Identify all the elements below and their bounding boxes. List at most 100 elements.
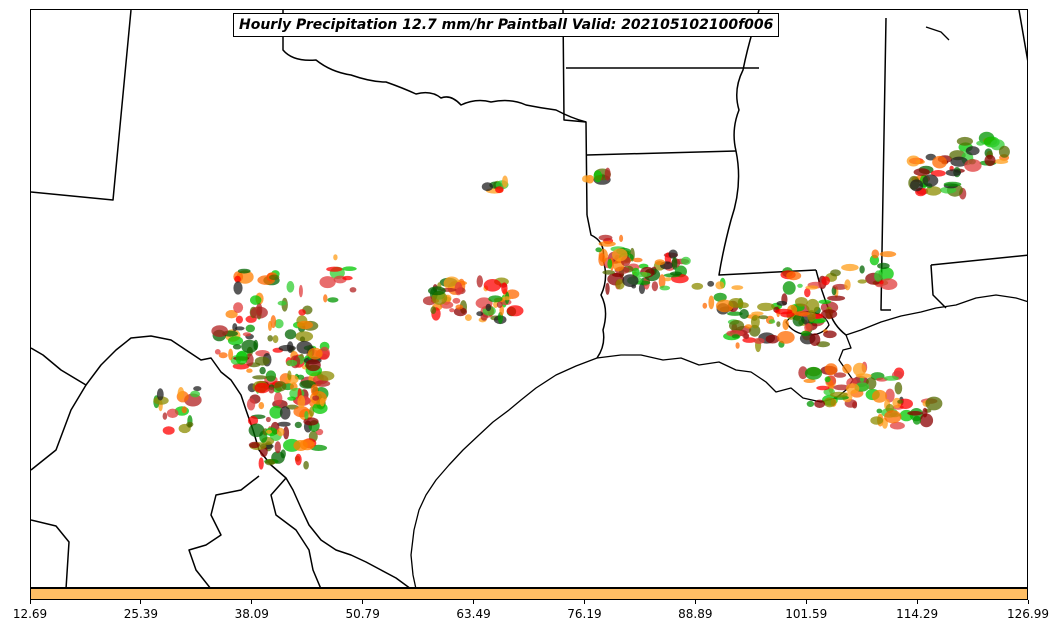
paintball-blob bbox=[874, 270, 883, 282]
paintball-blob bbox=[897, 399, 904, 404]
paintball-blob bbox=[821, 309, 838, 319]
paintball-blob bbox=[506, 305, 524, 317]
paintball-blob bbox=[681, 256, 691, 265]
paintball-blob bbox=[884, 410, 902, 424]
paintball-blob bbox=[310, 384, 319, 396]
paintball-blob bbox=[495, 186, 504, 194]
paintball-blob bbox=[298, 284, 303, 298]
paintball-blob bbox=[187, 423, 193, 428]
paintball-blob bbox=[663, 277, 672, 282]
paintball-blob bbox=[284, 329, 297, 340]
paintball-blob bbox=[804, 288, 811, 298]
paintball-blob bbox=[833, 384, 850, 391]
paintball-blob bbox=[246, 398, 256, 411]
paintball-blob bbox=[786, 271, 802, 281]
paintball-blob bbox=[925, 396, 943, 411]
paintball-blob bbox=[818, 299, 832, 304]
paintball-blob bbox=[913, 168, 930, 176]
paintball-blob bbox=[319, 346, 330, 360]
paintball-blob bbox=[234, 275, 241, 283]
paintball-blob bbox=[726, 330, 745, 337]
colorbar-tick-label: 76.19 bbox=[567, 607, 602, 621]
paintball-blob bbox=[232, 344, 242, 350]
paintball-blob bbox=[800, 330, 811, 337]
paintball-blob bbox=[735, 342, 740, 349]
paintball-blob bbox=[595, 247, 602, 253]
paintball-blob bbox=[225, 310, 238, 319]
paintball-blob bbox=[757, 302, 775, 312]
paintball-blob bbox=[266, 429, 272, 434]
paintball-blob bbox=[233, 302, 244, 313]
paintball-blob bbox=[227, 336, 244, 346]
border-mississippi bbox=[733, 10, 760, 152]
paintball-blob bbox=[950, 156, 968, 167]
paintball-blob bbox=[298, 309, 306, 316]
state-borders bbox=[31, 10, 1027, 587]
colorbar-tick-label: 88.89 bbox=[678, 607, 713, 621]
paintball-blob bbox=[319, 397, 325, 407]
colorbar-tick bbox=[473, 600, 475, 604]
paintball-blob bbox=[728, 298, 744, 308]
paintball-blob bbox=[846, 383, 860, 394]
paintball-blob bbox=[932, 155, 947, 169]
paintball-blob bbox=[804, 366, 823, 380]
paintball-blob bbox=[593, 170, 603, 183]
paintball-blob bbox=[265, 416, 271, 423]
paintball-blob bbox=[245, 324, 255, 333]
border-nm-tx-west bbox=[31, 10, 132, 201]
paintball-blob bbox=[233, 281, 243, 295]
paintball-blob bbox=[276, 427, 285, 437]
paintball-blob bbox=[879, 278, 898, 291]
paintball-blob bbox=[827, 295, 846, 301]
paintball-blob bbox=[894, 382, 903, 395]
paintball-blob bbox=[669, 271, 682, 276]
paintball-blob bbox=[638, 283, 646, 295]
paintball-blob bbox=[659, 285, 671, 291]
paintball-blob bbox=[214, 349, 221, 355]
paintball-blob bbox=[274, 319, 284, 329]
paintball-blob bbox=[824, 363, 838, 376]
paintball-blob bbox=[729, 320, 745, 332]
paintball-blob bbox=[751, 311, 764, 316]
paintball-blob bbox=[876, 408, 883, 414]
border-ga bbox=[1018, 10, 1027, 61]
paintball-blob bbox=[753, 337, 765, 344]
paintball-blob bbox=[428, 286, 446, 296]
paintball-blob bbox=[294, 421, 302, 429]
colorbar-tick-label: 126.99 bbox=[1007, 607, 1049, 621]
paintball-blob bbox=[493, 301, 499, 308]
paintball-blob bbox=[780, 311, 795, 318]
colorbar bbox=[30, 588, 1028, 600]
paintball-blob bbox=[242, 332, 252, 337]
paintball-blob bbox=[449, 308, 455, 313]
border-fl-pan bbox=[930, 264, 947, 309]
paintball-blob bbox=[218, 352, 228, 359]
paintball-blob bbox=[501, 296, 512, 301]
paintball-blob bbox=[162, 412, 168, 420]
paintball-blob bbox=[303, 460, 309, 470]
paintball-blob bbox=[481, 182, 493, 192]
colorbar-tick-label: 114.29 bbox=[896, 607, 939, 621]
paintball-blob bbox=[750, 315, 760, 329]
paintball-blob bbox=[286, 281, 295, 293]
paintball-blob bbox=[765, 334, 780, 344]
paintball-blob bbox=[744, 324, 753, 329]
border-sabine bbox=[586, 214, 607, 359]
paintball-blob bbox=[314, 380, 331, 387]
paintball-blob bbox=[776, 300, 788, 306]
map-panel bbox=[30, 9, 1028, 588]
paintball-blob bbox=[776, 321, 781, 327]
paintball-blob bbox=[181, 406, 187, 414]
colorbar-tick bbox=[29, 600, 31, 604]
paintball-blob bbox=[879, 280, 884, 285]
paintball-blob bbox=[823, 330, 837, 339]
paintball-blob bbox=[632, 257, 643, 263]
paintball-blob bbox=[177, 387, 185, 400]
paintball-blob bbox=[691, 282, 704, 290]
paintball-blob bbox=[454, 281, 463, 296]
paintball-blob bbox=[349, 287, 357, 293]
paintball-blob bbox=[993, 159, 1009, 164]
paintball-blob bbox=[777, 331, 795, 344]
paintball-blob bbox=[305, 359, 321, 372]
colorbar-tick bbox=[1027, 600, 1029, 604]
